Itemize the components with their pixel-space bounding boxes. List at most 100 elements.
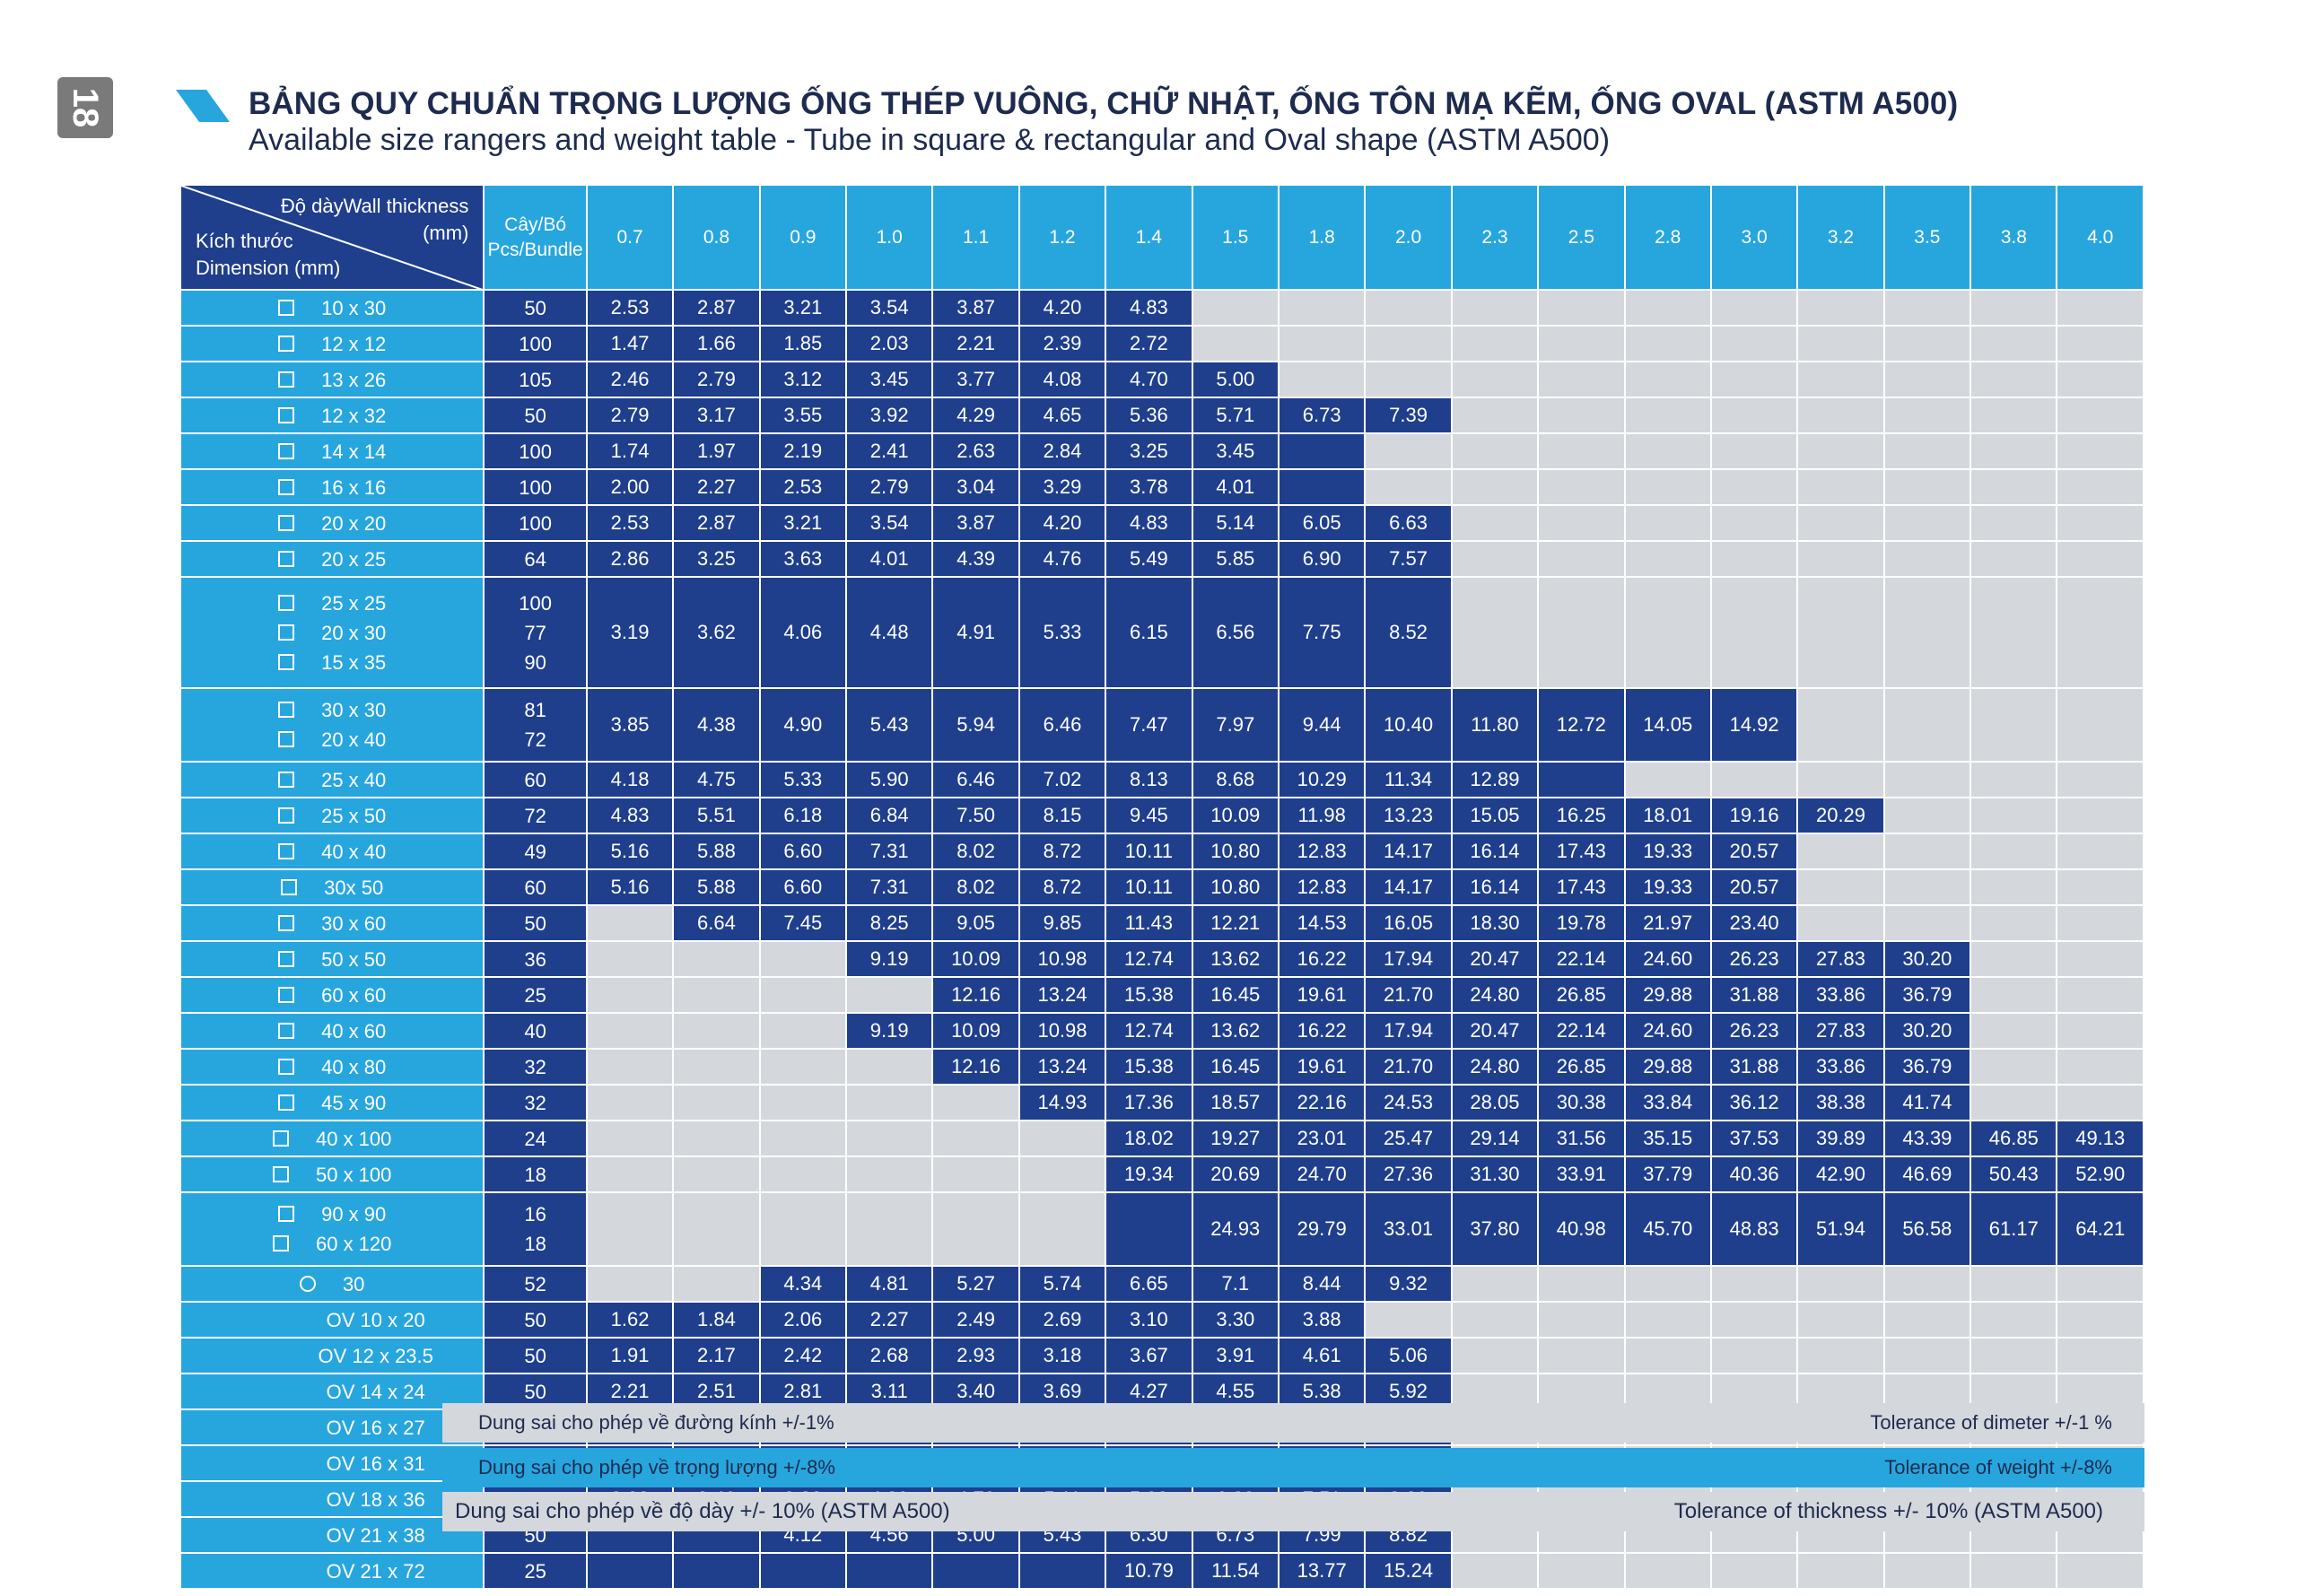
weight-cell: 5.06 [1365, 1338, 1453, 1374]
weight-cell: 4.01 [1192, 469, 1280, 506]
weight-cell: 9.05 [932, 905, 1020, 942]
dimension-cell: OV 12 x 23.5 [181, 1338, 485, 1374]
pcs-cell: 40 [484, 1013, 588, 1050]
dimension-line: 15 x 35 [181, 648, 482, 677]
empty-cell [1970, 541, 2058, 578]
pcs-cell: 24 [484, 1121, 588, 1157]
weight-cell: 4.01 [846, 541, 934, 578]
pcs-cell: 32 [484, 1085, 588, 1121]
dimension-line: 40 x 40 [181, 837, 482, 867]
dimension-cell: OV 18 x 36 [181, 1481, 485, 1518]
weight-cell: 12.89 [1451, 762, 1540, 798]
empty-cell [1451, 397, 1540, 434]
pcs-value: 64 [524, 547, 546, 571]
weight-cell: 8.15 [1018, 798, 1107, 834]
pcs-cell: 64 [484, 541, 588, 578]
pcs-value: 49 [524, 840, 546, 863]
square-tube-icon [278, 986, 295, 1003]
table-row: 25 x 40 60 4.18 4.75 5.33 5.90 6.46 7.02 8.13 8.6… [181, 762, 2144, 798]
pcs-cell: 50 [484, 1302, 588, 1339]
empty-cell [1710, 362, 1799, 398]
weight-cell: 2.53 [586, 505, 675, 542]
square-tube-icon [278, 1206, 295, 1222]
weight-cell: 37.80 [1451, 1192, 1540, 1267]
weight-cell: 15.38 [1105, 1049, 1193, 1086]
pcs-cell: 18 [484, 1156, 588, 1193]
weight-cell: 6.46 [932, 762, 1020, 798]
square-tube-icon [272, 1165, 289, 1182]
weight-cell: 20.69 [1192, 1156, 1280, 1193]
weight-cell: 2.42 [759, 1338, 848, 1374]
pcs-value: 105 [519, 368, 552, 391]
weight-cell: 19.16 [1710, 798, 1799, 834]
header-corner: Độ dàyWall thickness (mm) Kích thước Dim… [181, 186, 485, 291]
empty-cell [673, 941, 761, 978]
empty-cell [1797, 326, 1885, 362]
weight-cell: 15.38 [1105, 977, 1193, 1014]
weight-cell: 18.30 [1451, 905, 1540, 942]
empty-cell [1018, 1156, 1107, 1193]
empty-cell [2057, 905, 2144, 942]
empty-cell [2057, 833, 2144, 870]
square-tube-icon [278, 442, 295, 459]
weight-cell: 14.05 [1624, 688, 1712, 763]
empty-cell [1970, 688, 2058, 763]
empty-cell [586, 1049, 675, 1086]
empty-cell [1538, 1338, 1626, 1374]
weight-cell: 5.74 [1018, 1266, 1107, 1303]
weight-cell: 6.84 [846, 798, 934, 834]
weight-cell: 11.34 [1365, 762, 1453, 798]
empty-cell [1451, 541, 1540, 578]
empty-cell [1883, 1302, 1972, 1339]
weight-cell: 7.31 [846, 869, 934, 906]
pcs-cell: 100 77 90 [484, 577, 588, 689]
dimension-label: OV 14 x 24 [326, 1380, 425, 1403]
empty-cell [1538, 541, 1626, 578]
weight-cell: 17.94 [1365, 1013, 1453, 1050]
empty-cell [1970, 1553, 2058, 1590]
weight-cell: 24.80 [1451, 1049, 1540, 1086]
empty-cell [2057, 1302, 2144, 1339]
dimension-cell: 40 x 80 [181, 1049, 485, 1086]
empty-cell [1451, 1266, 1540, 1303]
note-weight: Dung sai cho phép về trọng lượng +/-8% T… [442, 1448, 2144, 1487]
weight-cell: 8.02 [932, 869, 1020, 906]
dimension-label: OV 10 x 20 [326, 1308, 425, 1331]
weight-cell: 19.27 [1192, 1121, 1280, 1157]
weight-cell: 7.1 [1192, 1266, 1280, 1303]
corner-dimension-label: Kích thước Dimension (mm) [196, 228, 340, 282]
weight-cell: 5.85 [1192, 541, 1280, 578]
weight-cell: 19.34 [1105, 1156, 1193, 1193]
empty-cell [1970, 1013, 2058, 1050]
weight-cell: 2.19 [759, 433, 848, 470]
weight-cell: 5.33 [1018, 577, 1107, 689]
empty-cell [1451, 469, 1540, 506]
weight-cell: 10.09 [932, 941, 1020, 978]
weight-cell: 24.60 [1624, 1013, 1712, 1050]
header-thickness: 4.0 [2057, 186, 2144, 291]
header-thickness: 2.0 [1365, 186, 1453, 291]
dimension-cell: 90 x 90 60 x 120 [181, 1192, 485, 1267]
pcs-value: 60 [524, 768, 546, 791]
weight-cell: 13.62 [1192, 1013, 1280, 1050]
weight-cell: 5.33 [759, 762, 848, 798]
weight-cell: 10.11 [1105, 833, 1193, 870]
empty-cell [1451, 577, 1540, 689]
square-tube-icon [281, 878, 298, 895]
empty-cell [1278, 362, 1367, 398]
corner-thickness-label: Độ dàyWall thickness (mm) [281, 193, 468, 247]
weight-cell: 8.13 [1105, 762, 1193, 798]
weight-cell: 9.32 [1365, 1266, 1453, 1303]
dimension-cell: 12 x 32 [181, 397, 485, 434]
dimension-line: 20 x 25 [181, 545, 482, 574]
empty-cell [2057, 541, 2144, 578]
table-row: 20 x 20 100 2.53 2.87 3.21 3.54 3.87 4.20 4.83 5.… [181, 505, 2144, 542]
round-tube-icon [299, 1275, 316, 1292]
empty-cell [1883, 762, 1972, 798]
weight-cell: 18.01 [1624, 798, 1712, 834]
empty-cell [1883, 469, 1972, 506]
empty-cell [1624, 577, 1712, 689]
weight-cell: 3.12 [759, 362, 848, 398]
weight-cell: 31.88 [1710, 977, 1799, 1014]
pcs-value: 50 [524, 296, 546, 319]
